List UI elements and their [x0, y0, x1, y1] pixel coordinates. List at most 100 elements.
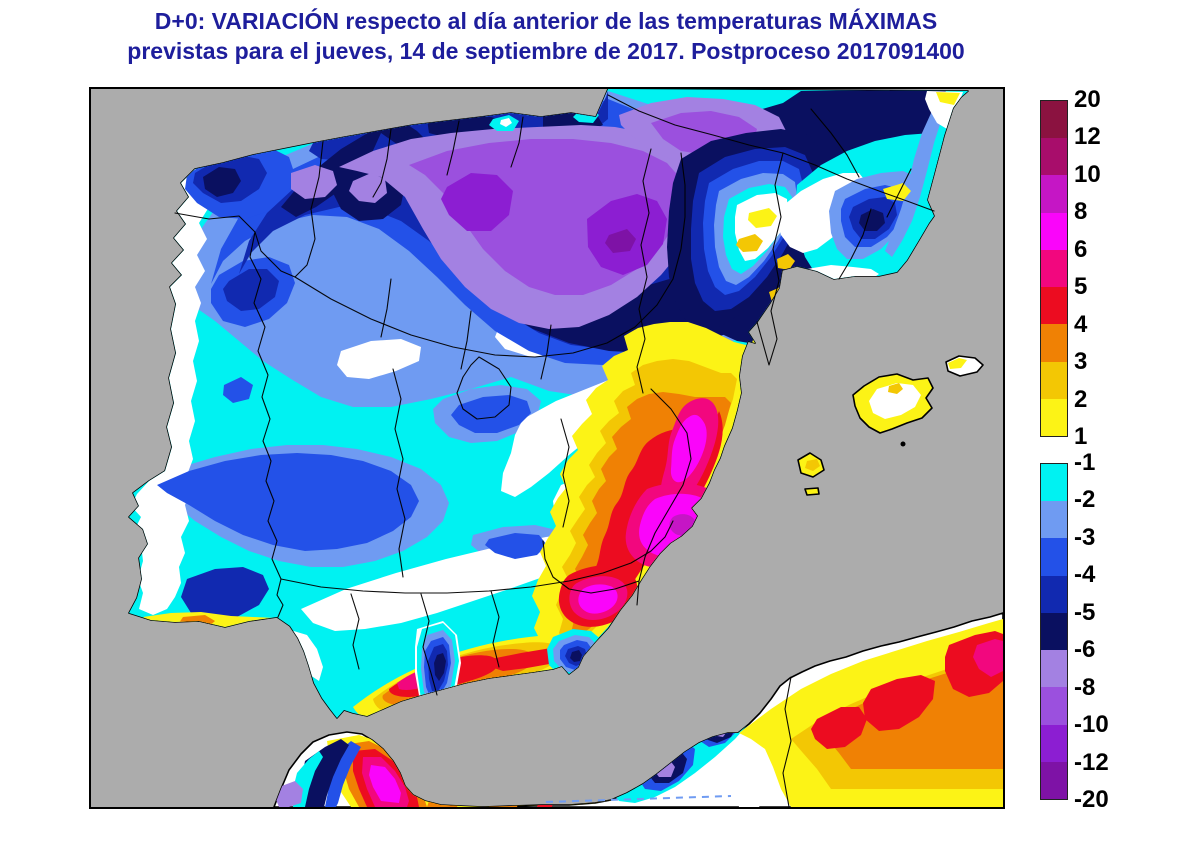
- border-aragon-west: [636, 148, 652, 394]
- contour-region: [883, 183, 911, 201]
- legend-labels-positive: 20 12 10 8 6 5 4 3 2 1: [1074, 87, 1134, 450]
- contour-region: [131, 169, 209, 615]
- contour-region: [805, 459, 820, 471]
- contour-region: [451, 395, 531, 433]
- legend-label: 8: [1074, 198, 1088, 226]
- page-title: D+0: VARIACIÓN respecto al día anterior …: [60, 6, 1032, 66]
- border-cyl-interior-3: [540, 324, 552, 380]
- legend-segment: [1041, 361, 1067, 399]
- legend-label: 2: [1074, 385, 1088, 413]
- legend-segment: [1041, 464, 1067, 502]
- contour-region: [369, 765, 401, 803]
- border-spain-portugal: [174, 212, 284, 618]
- administrative-borders: [174, 94, 935, 807]
- contour-region: [670, 414, 707, 483]
- legend-label: -12: [1074, 748, 1109, 776]
- legend-label: 1: [1074, 423, 1088, 450]
- border-castilla-leon: [294, 152, 686, 358]
- legend-label: 4: [1074, 310, 1088, 338]
- legend-label: -2: [1074, 486, 1096, 514]
- legend-segment: [1041, 249, 1067, 288]
- contour-region: [434, 653, 446, 681]
- contour-region: [885, 111, 943, 257]
- legend-label: 3: [1074, 348, 1088, 376]
- legend-label: 10: [1074, 160, 1101, 188]
- legend-segment: [1041, 687, 1067, 725]
- map-canvas: [89, 87, 1005, 809]
- border-morocco-algeria: [782, 676, 792, 807]
- border-andalucia-interior-2: [420, 593, 438, 696]
- legend-label: -20: [1074, 786, 1109, 813]
- legend-segment: [1041, 761, 1067, 799]
- contour-region: [301, 531, 611, 631]
- legend-label: 6: [1074, 235, 1088, 263]
- legend-segment: [1041, 724, 1067, 762]
- border-basque: [510, 116, 524, 168]
- border-catalonia-interior-1: [838, 208, 872, 280]
- legend-label: -8: [1074, 673, 1096, 701]
- contour-region: [181, 567, 269, 621]
- border-asturias: [372, 128, 392, 198]
- contour-region: [736, 234, 763, 252]
- contour-region: [748, 208, 777, 228]
- contour-region: [157, 453, 419, 551]
- contour-region: [403, 757, 611, 807]
- border-france-interior: [810, 108, 860, 178]
- contour-region: [888, 383, 903, 394]
- border-andalucia-interior-3: [490, 590, 500, 668]
- legend-label: 5: [1074, 273, 1088, 301]
- contour-region: [441, 173, 513, 231]
- contour-region: [500, 118, 512, 127]
- contour-region: [223, 269, 279, 311]
- contour-region: [485, 533, 547, 559]
- legend-labels-negative: -1 -2 -3 -4 -5 -6 -8 -10 -12 -20: [1074, 450, 1134, 813]
- contour-region: [936, 92, 960, 105]
- formentera-island: [804, 487, 820, 496]
- contour-region: [570, 650, 582, 662]
- legend-segment: [1041, 575, 1067, 613]
- legend-segment: [1041, 138, 1067, 176]
- legend-segment: [1041, 101, 1067, 139]
- contour-region: [223, 377, 253, 403]
- border-murcia: [542, 540, 640, 594]
- contour-region: [349, 173, 387, 203]
- border-cantabria: [446, 120, 460, 176]
- legend-label: -4: [1074, 561, 1096, 589]
- legend-label: 20: [1074, 86, 1101, 113]
- sea-contour-dash: [545, 795, 732, 803]
- legend-segment: [1041, 501, 1067, 539]
- legend-segment: [1041, 612, 1067, 651]
- legend-segment: [1041, 324, 1067, 362]
- cabrera-islet: [900, 441, 906, 447]
- contour-region: [811, 707, 867, 749]
- border-extremadura: [392, 368, 406, 578]
- border-madrid: [456, 356, 512, 420]
- title-line-1: D+0: VARIACIÓN respecto al día anterior …: [154, 8, 938, 34]
- legend-label: -6: [1074, 636, 1096, 664]
- contour-region: [325, 741, 361, 807]
- legend-segment: [1041, 287, 1067, 325]
- contour-region: [869, 383, 921, 419]
- border-aragon-east: [756, 152, 784, 366]
- contour-region: [669, 514, 696, 536]
- contour-region: [605, 229, 636, 253]
- contour-region: [203, 167, 241, 197]
- legend-bar-positive: [1040, 100, 1068, 437]
- legend-segment: [1041, 398, 1067, 436]
- iberia-contour-map: [128, 89, 1003, 807]
- legend-label: -5: [1074, 598, 1096, 626]
- legend-segment: [1041, 650, 1067, 688]
- border-cyl-interior-1: [380, 278, 392, 338]
- legend-label: -3: [1074, 523, 1096, 551]
- contour-region: [578, 584, 618, 614]
- contour-region: [337, 339, 421, 379]
- border-andalucia-interior-1: [350, 593, 360, 670]
- title-line-2: previstas para el jueves, 14 de septiemb…: [127, 38, 965, 64]
- legend-segment: [1041, 175, 1067, 213]
- contour-region: [948, 358, 967, 369]
- border-clm-interior: [560, 418, 570, 528]
- legend-bar-negative: [1040, 463, 1068, 800]
- border-catalonia-interior-2: [886, 168, 912, 218]
- border-andalucia: [280, 520, 674, 594]
